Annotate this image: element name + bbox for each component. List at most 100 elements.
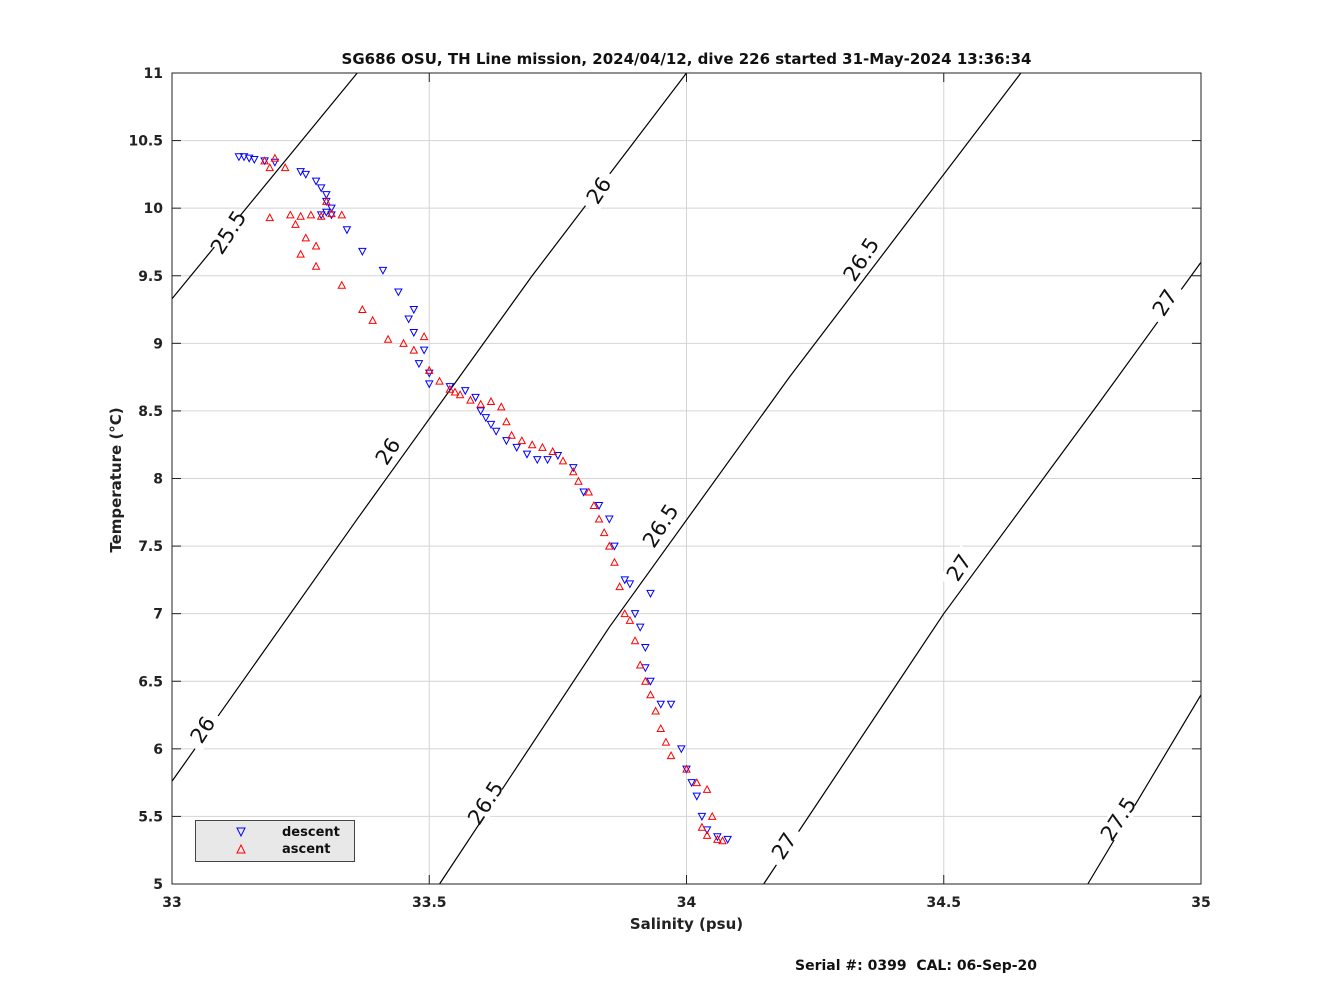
descent-point bbox=[476, 407, 486, 416]
ascent-point bbox=[316, 211, 326, 220]
ascent-point bbox=[574, 476, 583, 485]
x-tick-label: 33 bbox=[162, 895, 181, 911]
descent-point bbox=[502, 437, 511, 446]
descent-point bbox=[553, 452, 563, 461]
triangle-down-icon bbox=[236, 827, 246, 838]
ascent-point bbox=[337, 210, 347, 219]
isopycnal-27 bbox=[763, 261, 1202, 885]
ascent-point bbox=[507, 430, 516, 439]
ascent-point bbox=[311, 261, 321, 270]
y-tick-label: 9 bbox=[153, 336, 163, 352]
x-tick-label: 35 bbox=[1191, 895, 1210, 911]
ascent-point bbox=[435, 376, 444, 385]
chart-title: SG686 OSU, TH Line mission, 2024/04/12, … bbox=[341, 50, 1032, 68]
descent-point bbox=[512, 443, 522, 452]
y-tick-label: 11 bbox=[144, 66, 163, 82]
descent-point bbox=[656, 700, 666, 709]
x-tick-label: 34 bbox=[677, 895, 697, 911]
descent-point bbox=[234, 153, 244, 162]
descent-point bbox=[471, 393, 480, 402]
ascent-point bbox=[280, 163, 290, 172]
descent-point bbox=[630, 610, 640, 619]
x-axis-label: Salinity (psu) bbox=[629, 915, 744, 933]
descent-point bbox=[311, 177, 321, 186]
descent-point bbox=[414, 360, 424, 369]
descent-point bbox=[424, 380, 434, 389]
ascent-point bbox=[635, 660, 645, 669]
isopycnal-label-bg bbox=[182, 707, 223, 753]
isopycnal-label-bg bbox=[1098, 796, 1139, 842]
descent-point bbox=[327, 204, 336, 213]
descent-point bbox=[378, 266, 388, 275]
ascent-point bbox=[502, 417, 511, 426]
ascent-point bbox=[399, 338, 408, 347]
descent-point bbox=[249, 156, 259, 165]
descent-point bbox=[646, 589, 655, 598]
descent-point bbox=[532, 456, 542, 465]
ascent-point bbox=[368, 315, 377, 324]
ascent-point bbox=[291, 219, 300, 228]
isopycnal-label-bg bbox=[939, 544, 980, 591]
ascent-point bbox=[682, 764, 691, 773]
descent-point bbox=[301, 170, 311, 179]
descent-point bbox=[625, 580, 635, 589]
isopycnal-label-bg bbox=[465, 780, 506, 826]
descent-point bbox=[316, 184, 326, 193]
y-tick-label: 6 bbox=[153, 742, 163, 758]
descent-point bbox=[692, 792, 702, 801]
ascent-point bbox=[692, 778, 702, 787]
series-descent bbox=[234, 153, 732, 844]
descent-point bbox=[460, 387, 470, 396]
ascent-point bbox=[311, 241, 321, 250]
ascent-point bbox=[496, 402, 506, 411]
legend-entry-ascent: ascent bbox=[196, 842, 354, 859]
descent-point bbox=[713, 833, 722, 842]
ascent-point bbox=[589, 500, 599, 510]
grid-lines bbox=[171, 72, 1202, 885]
ascent-point bbox=[718, 836, 727, 845]
ascent-point bbox=[285, 210, 295, 219]
isopycnal-label-bg bbox=[578, 167, 620, 214]
descent-point bbox=[522, 450, 532, 459]
ascent-point bbox=[466, 395, 475, 404]
legend: descent ascent bbox=[195, 820, 355, 862]
axis-ticks: 33 33.5 34 34.5 35 5 5.5 6 6.5 7 7.5 8 8.5 9 9.5 10 10.5… bbox=[128, 66, 1210, 911]
descent-point bbox=[409, 329, 419, 338]
y-tick-label: 8.5 bbox=[138, 404, 163, 420]
descent-point bbox=[481, 414, 491, 423]
x-tick-label: 33.5 bbox=[412, 895, 447, 911]
ascent-point bbox=[358, 304, 367, 314]
descent-point bbox=[394, 288, 403, 297]
ascent-point bbox=[383, 334, 393, 343]
serial-calibration: Serial #: 0399 CAL: 06-Sep-20 bbox=[795, 958, 1038, 974]
isopycnal-26-5 bbox=[439, 72, 1022, 885]
descent-point bbox=[543, 456, 552, 465]
descent-point bbox=[322, 191, 331, 200]
ascent-point bbox=[265, 163, 275, 172]
descent-point bbox=[620, 576, 630, 585]
descent-point bbox=[687, 779, 696, 788]
descent-point bbox=[404, 315, 414, 324]
ascent-point bbox=[610, 557, 619, 566]
triangle-up-icon bbox=[236, 843, 246, 854]
y-tick-label: 5.5 bbox=[138, 809, 163, 825]
descent-point bbox=[342, 226, 352, 235]
series-ascent bbox=[260, 153, 727, 845]
ascent-point bbox=[538, 442, 547, 451]
legend-entry-descent: descent bbox=[196, 825, 354, 842]
isopycnal-label-bg bbox=[1144, 280, 1186, 326]
isopycnal-label-bg bbox=[208, 209, 249, 256]
ascent-point bbox=[424, 365, 434, 374]
legend-label-descent: descent bbox=[282, 825, 340, 840]
descent-point bbox=[594, 502, 604, 511]
ascent-point bbox=[476, 399, 486, 408]
descent-point bbox=[610, 542, 619, 551]
y-tick-label: 7.5 bbox=[138, 539, 163, 555]
ascent-point bbox=[527, 440, 537, 449]
data-series bbox=[234, 153, 732, 845]
ascent-point bbox=[306, 210, 316, 219]
ascent-point bbox=[419, 332, 429, 341]
ascent-point bbox=[713, 834, 722, 843]
ascent-point bbox=[486, 396, 496, 405]
